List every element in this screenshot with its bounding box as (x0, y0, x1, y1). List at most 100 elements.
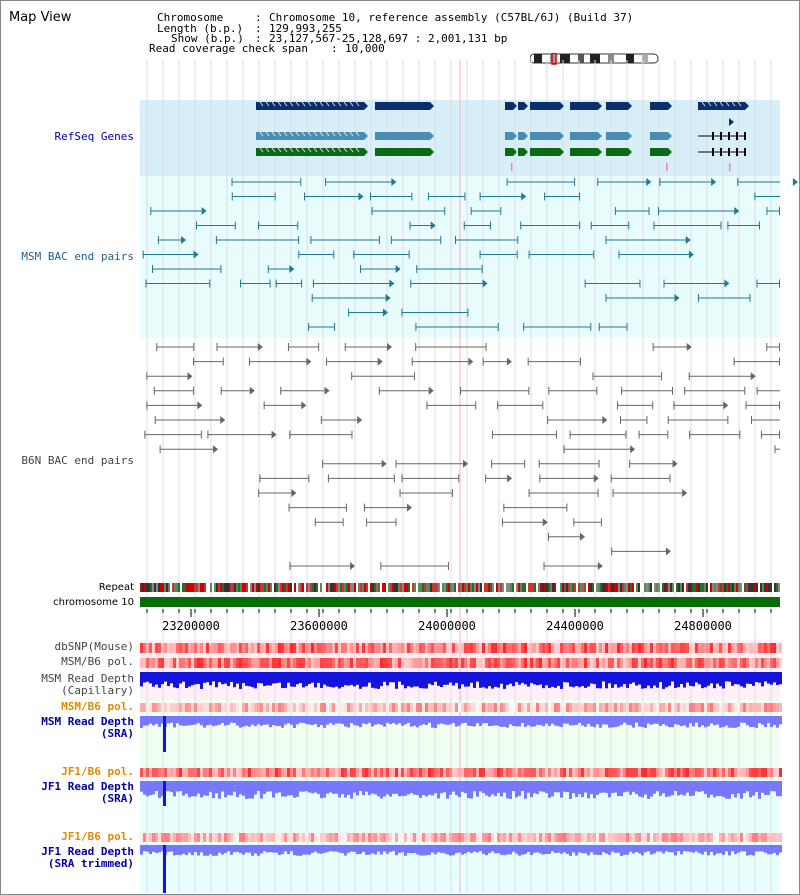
depth-bar (698, 845, 701, 854)
heat-cell (527, 833, 530, 842)
depth-bar (365, 716, 368, 725)
heat-cell (491, 833, 494, 842)
gene-exon (720, 148, 722, 156)
bac-pair-end (485, 474, 487, 483)
depth-bar (746, 672, 749, 684)
heat-cell (515, 833, 518, 842)
heat-cell (695, 703, 698, 712)
repeat-segment (744, 583, 746, 592)
track-label-dbsnp[interactable]: dbSNP(Mouse) (54, 640, 134, 653)
depth-bar (482, 781, 485, 794)
heat-cell (149, 703, 152, 712)
length-label: Length (b.p.) (157, 22, 244, 35)
depth-bar (221, 781, 224, 792)
gene-arrow (430, 102, 434, 110)
track-label-jf1-depth-trimmed[interactable]: JF1 Read Depth (41, 845, 134, 858)
track-label-jf1-b6-pol[interactable]: JF1/B6 pol. (61, 765, 134, 778)
heat-cell (164, 643, 167, 653)
depth-bar (311, 672, 314, 683)
depth-bar (560, 716, 563, 727)
heat-cell (200, 833, 203, 842)
polymorphism-heat-rows[interactable] (140, 643, 782, 842)
depth-bar (383, 845, 386, 852)
repeat-segment (330, 583, 332, 592)
repeat-segment (768, 583, 770, 592)
heat-cell (428, 833, 431, 842)
heat-cell (257, 768, 260, 777)
heat-cell (404, 833, 407, 842)
chromosome-ideogram[interactable] (530, 53, 660, 65)
depth-bar (542, 845, 545, 855)
repeat-segment (732, 583, 734, 592)
track-label-jf1-depth-sra[interactable]: JF1 Read Depth (41, 780, 134, 793)
heat-cell (464, 833, 467, 842)
bac-pair-end (463, 221, 465, 230)
bac-pair-end (652, 343, 654, 351)
heat-cell (629, 658, 632, 668)
repeat-segment (148, 583, 150, 592)
heat-cell (581, 658, 584, 668)
heat-cell (572, 658, 575, 668)
bac-pair-arrow (521, 192, 527, 201)
heat-cell (443, 833, 446, 842)
bac-pair-end (308, 323, 310, 331)
heat-cell (551, 833, 554, 842)
b6n-bac-end-pairs[interactable] (144, 343, 800, 570)
depth-bar (200, 845, 203, 853)
heat-cell (752, 768, 755, 777)
repeat-segment (206, 583, 208, 592)
track-label-repeat[interactable]: Repeat (98, 582, 134, 593)
heat-cell (221, 703, 224, 712)
heat-cell (530, 833, 533, 842)
track-label-b6n-bac[interactable]: B6N BAC end pairs (21, 454, 134, 467)
depth-bar (173, 716, 176, 728)
heat-cell (752, 703, 755, 712)
heat-cell (272, 768, 275, 777)
gene-block (530, 148, 560, 156)
depth-bar (395, 781, 398, 794)
heat-cell (683, 833, 686, 842)
repeat-track[interactable] (140, 583, 780, 592)
heat-cell (332, 658, 335, 668)
bac-pair-arrow (381, 459, 387, 468)
track-label-refseq[interactable]: RefSeq Genes (54, 130, 134, 143)
refseq-genes[interactable] (256, 101, 749, 171)
heat-cell (473, 643, 476, 653)
heat-cell (674, 643, 677, 653)
gene-strand-mark (713, 101, 718, 107)
track-label-msm-depth-sra[interactable]: MSM Read Depth (41, 715, 134, 728)
track-label-msm-b6-pol-2[interactable]: MSM/B6 pol. (61, 700, 134, 713)
bac-pair-end (298, 236, 300, 244)
track-label-msm-depth-capillary[interactable]: MSM Read Depth (41, 672, 134, 685)
repeat-segment (288, 583, 290, 592)
track-label-jf1-b6-pol-2[interactable]: JF1/B6 pol. (61, 830, 134, 843)
track-label-msm-b6-pol[interactable]: MSM/B6 pol. (61, 655, 134, 668)
gene-block (505, 148, 513, 156)
read-depth-rows[interactable] (140, 672, 782, 893)
bac-pair-end (590, 323, 592, 331)
heat-cell (179, 643, 182, 653)
bac-pair-end (467, 308, 469, 317)
depth-bar (185, 781, 188, 794)
heat-cell (518, 833, 521, 842)
chromosome-bar[interactable] (140, 597, 780, 607)
gene-strand-mark (737, 101, 742, 107)
gene-block (398, 102, 430, 110)
heat-cell (611, 703, 614, 712)
depth-bar (212, 781, 215, 799)
msm-bac-end-pairs[interactable] (142, 178, 800, 331)
depth-bar (227, 781, 230, 796)
repeat-segment (668, 583, 670, 592)
track-label-msm-bac[interactable]: MSM BAC end pairs (21, 250, 134, 263)
depth-bar (488, 716, 491, 727)
depth-bar (380, 672, 383, 687)
depth-bar (734, 716, 737, 728)
depth-bar (449, 781, 452, 795)
heat-cell (650, 833, 653, 842)
depth-bar (701, 781, 704, 792)
heat-cell (170, 643, 173, 653)
depth-bar (728, 781, 731, 799)
depth-bar (632, 845, 635, 854)
heat-cell (203, 658, 206, 668)
